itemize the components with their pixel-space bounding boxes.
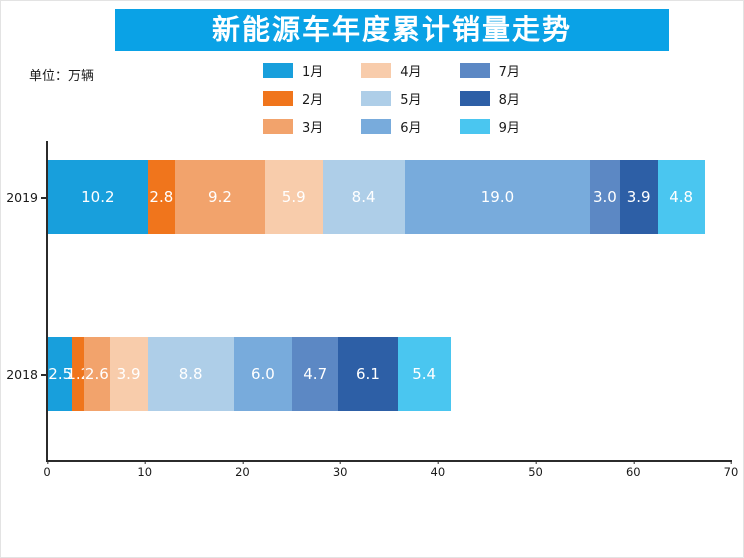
x-axis-tick: 60 — [625, 460, 641, 479]
bar-2018: 2018 2.5 1.2 2.6 3.9 8.8 6.0 4.7 6.1 5.4 — [6, 337, 732, 411]
legend-label: 1月 — [302, 65, 324, 80]
x-axis-tick: 0 — [43, 460, 51, 479]
legend-swatch — [361, 91, 392, 106]
segment-value: 19.0 — [480, 188, 515, 206]
segment-2019-3月: 9.2 — [175, 160, 265, 234]
bar-2019: 2019 10.2 2.8 9.2 5.9 8.4 19.0 3.0 3.9 4.8 — [6, 160, 732, 234]
x-axis: 0 10 20 30 40 50 60 70 — [43, 460, 738, 484]
legend-swatch — [459, 91, 490, 106]
segment-value: 3.9 — [626, 188, 651, 206]
segment-2019-8月: 3.9 — [619, 160, 658, 234]
segment-value: 2.8 — [149, 188, 174, 206]
segment-value: 6.1 — [356, 365, 380, 383]
segment-2019-4月: 5.9 — [264, 160, 323, 234]
legend-item-1月: 1月 — [263, 61, 323, 80]
category-label: 2019 — [6, 189, 38, 205]
segment-value: 3.9 — [116, 365, 141, 383]
segment-value: 9.2 — [208, 188, 232, 206]
legend-item-9月: 9月 — [459, 117, 520, 136]
bar-segments: 10.2 2.8 9.2 5.9 8.4 19.0 3.0 3.9 4.8 — [48, 160, 732, 234]
segment-2019-1月: 10.2 — [48, 160, 148, 234]
segment-2018-5月: 8.8 — [147, 337, 234, 411]
segment-2018-9月: 5.4 — [397, 337, 451, 411]
legend-label: 7月 — [498, 65, 520, 80]
segment-value: 8.8 — [178, 365, 203, 383]
legend-swatch — [459, 63, 490, 78]
legend-swatch — [263, 63, 293, 78]
legend-swatch — [459, 119, 490, 134]
segment-2018-8月: 6.1 — [338, 337, 398, 411]
legend-label: 3月 — [302, 121, 324, 136]
x-axis-tick: 10 — [137, 460, 153, 479]
segment-2019-5月: 8.4 — [322, 160, 405, 234]
x-axis-tick: 40 — [430, 460, 446, 479]
legend-item-8月: 8月 — [459, 89, 520, 108]
legend-label: 5月 — [400, 93, 422, 108]
segment-2018-6月: 6.0 — [233, 337, 293, 411]
legend-swatch — [263, 91, 293, 106]
segment-value: 2.5 — [48, 365, 73, 383]
legend-item-4月: 4月 — [361, 61, 422, 80]
segment-value: 8.4 — [351, 188, 376, 206]
x-axis-tick: 20 — [235, 460, 250, 479]
page-title: 新能源车年度累计销量走势 — [115, 9, 669, 51]
segment-2018-7月: 4.7 — [292, 337, 339, 411]
segment-value: 4.8 — [669, 188, 694, 206]
legend-item-3月: 3月 — [263, 117, 323, 136]
segment-value: 6.0 — [250, 365, 275, 383]
legend-swatch — [361, 119, 392, 134]
legend-label: 6月 — [400, 121, 422, 136]
plot-area: 2019 10.2 2.8 9.2 5.9 8.4 19.0 3.0 3.9 4.8 2018 2.5… — [6, 141, 738, 479]
x-axis-tick: 30 — [332, 460, 348, 479]
segment-2019-2月: 2.8 — [147, 160, 176, 234]
legend-swatch — [263, 119, 293, 134]
legend-swatch — [361, 63, 392, 78]
segment-2018-1月: 2.5 — [48, 337, 73, 411]
segment-2018-4月: 3.9 — [109, 337, 148, 411]
segment-2019-7月: 3.0 — [590, 160, 620, 234]
legend-item-6月: 6月 — [361, 117, 422, 136]
segment-value: 10.2 — [81, 188, 115, 206]
legend-label: 9月 — [498, 121, 520, 136]
segment-value: 2.6 — [84, 365, 109, 383]
legend-label: 8月 — [498, 93, 520, 108]
legend-label: 2月 — [302, 93, 324, 108]
segment-2018-3月: 2.6 — [84, 337, 110, 411]
unit-label: 单位：万辆 — [29, 69, 95, 84]
legend-label: 4月 — [400, 65, 422, 80]
segment-value: 5.4 — [412, 365, 437, 383]
legend-item-5月: 5月 — [361, 89, 422, 108]
bar-segments: 2.5 1.2 2.6 3.9 8.8 6.0 4.7 6.1 5.4 — [48, 337, 732, 411]
category-label: 2018 — [6, 366, 38, 382]
segment-2018-2月: 1.2 — [66, 337, 90, 411]
segment-value: 5.9 — [281, 188, 306, 206]
x-axis-tick: 50 — [528, 460, 543, 479]
segment-value: 4.7 — [303, 365, 328, 383]
segment-value: 3.0 — [593, 188, 617, 206]
legend-item-2月: 2月 — [263, 89, 323, 108]
segment-2019-6月: 19.0 — [404, 160, 591, 234]
x-axis-tick: 70 — [723, 460, 739, 479]
legend-item-7月: 7月 — [459, 61, 520, 80]
segment-2019-9月: 4.8 — [657, 160, 705, 234]
legend: 1月 2月 3月 4月 5月 6月 7月 8月 9月 — [263, 61, 520, 136]
